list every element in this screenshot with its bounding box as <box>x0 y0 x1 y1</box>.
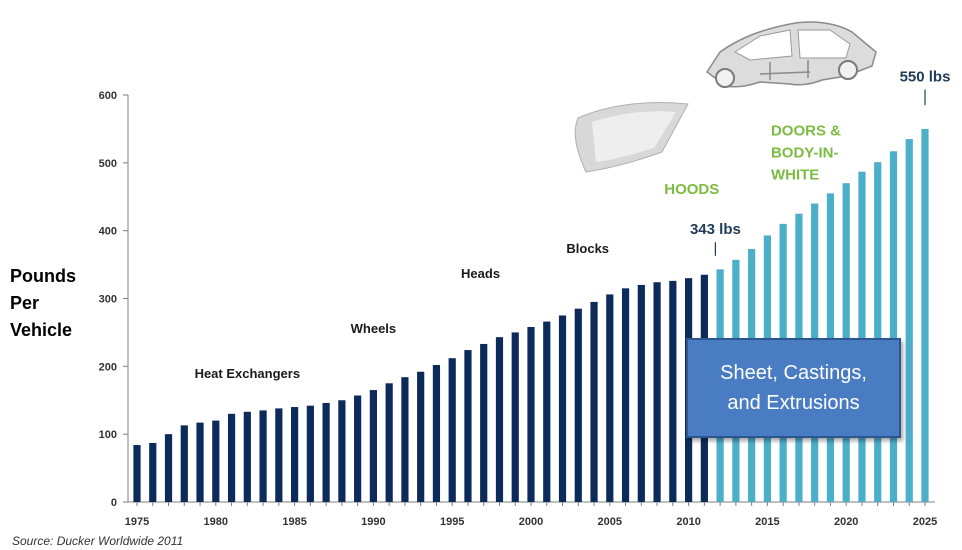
bar-2008 <box>653 282 661 502</box>
y-tick-label: 0 <box>111 497 117 509</box>
bar-1984 <box>275 408 283 502</box>
bar-1985 <box>291 407 299 502</box>
bar-1989 <box>354 395 362 502</box>
annotation-heads: Heads <box>461 266 500 281</box>
bar-1983 <box>259 410 267 502</box>
bar-2009 <box>669 280 677 502</box>
bar-2005 <box>606 294 614 502</box>
x-tick-label: 1975 <box>125 516 149 528</box>
bar-2024 <box>905 139 913 502</box>
y-axis-label: Pounds Per Vehicle <box>10 266 76 340</box>
bar-2000 <box>527 326 535 502</box>
bar-1995 <box>448 358 456 502</box>
x-tick-label: 2025 <box>913 516 937 528</box>
bar-1982 <box>243 411 251 502</box>
x-tick-label: 1990 <box>361 516 385 528</box>
y-tick-label: 100 <box>99 429 117 441</box>
bar-1990 <box>369 390 377 502</box>
x-tick-label: 2010 <box>676 516 700 528</box>
bar-2002 <box>558 315 567 502</box>
annotation-hoods: HOODS <box>664 181 719 198</box>
x-tick-label: 1995 <box>440 516 464 528</box>
bar-2006 <box>621 288 630 502</box>
bar-1994 <box>432 364 441 502</box>
bar-2023 <box>889 151 898 502</box>
bar-1993 <box>417 371 425 502</box>
annotation-heat-exchangers: Heat Exchangers <box>195 366 301 381</box>
bar-1996 <box>464 350 472 502</box>
y-tick-label: 600 <box>99 90 117 102</box>
car-body-in-white-icon <box>705 21 877 88</box>
bar-1998 <box>495 337 504 502</box>
bar-1975 <box>133 445 141 502</box>
bar-2007 <box>637 284 645 502</box>
bar-1997 <box>480 343 488 502</box>
x-tick-label: 2005 <box>598 516 622 528</box>
annotation-343-lbs: 343 lbs <box>690 221 741 238</box>
bar-2001 <box>543 321 551 502</box>
y-tick-label: 400 <box>99 226 117 238</box>
axis-tick-labels: 0 100 200 300 400 500 600 1975 1980 1985 1990 1995 2… <box>99 90 938 528</box>
bar-2004 <box>590 301 598 502</box>
bar-1999 <box>511 332 519 502</box>
y-tick-label: 500 <box>99 158 117 170</box>
annotation-blocks: Blocks <box>566 241 609 256</box>
sheet-castings-extrusions-callout: Sheet, Castings, and Extrusions <box>686 338 901 438</box>
bar-1987 <box>322 402 330 502</box>
source-note: Source: Ducker Worldwide 2011 <box>12 534 184 548</box>
x-tick-label: 1985 <box>282 516 306 528</box>
bar-1980 <box>212 420 220 502</box>
annotation-wheels: Wheels <box>351 321 397 336</box>
x-tick-label: 2015 <box>755 516 779 528</box>
x-tick-label: 2000 <box>519 516 543 528</box>
bar-1991 <box>385 383 393 502</box>
aluminum-hood-icon <box>574 102 689 173</box>
bar-2025 <box>921 128 929 502</box>
bar-1979 <box>196 422 204 502</box>
bar-2022 <box>874 162 882 502</box>
y-tick-label: 200 <box>99 361 117 373</box>
bar-series <box>133 128 929 503</box>
chart-annotations: Heat Exchangers Wheels Heads Blocks HOODS DOO… <box>195 68 951 380</box>
bar-2003 <box>574 308 582 502</box>
bar-1978 <box>180 425 188 502</box>
annotation-550-lbs: 550 lbs <box>900 68 951 85</box>
y-tick-label: 300 <box>99 294 117 306</box>
annotation-doors: DOORS & BODY-IN-WHITE <box>771 123 841 184</box>
bar-1986 <box>306 405 314 502</box>
bar-1988 <box>338 400 346 502</box>
x-tick-label: 2020 <box>834 516 858 528</box>
bar-1976 <box>149 442 157 502</box>
bar-2021 <box>858 171 866 502</box>
bar-1981 <box>227 413 236 502</box>
bar-1977 <box>164 434 173 502</box>
bar-1992 <box>401 377 409 502</box>
x-tick-label: 1980 <box>204 516 228 528</box>
